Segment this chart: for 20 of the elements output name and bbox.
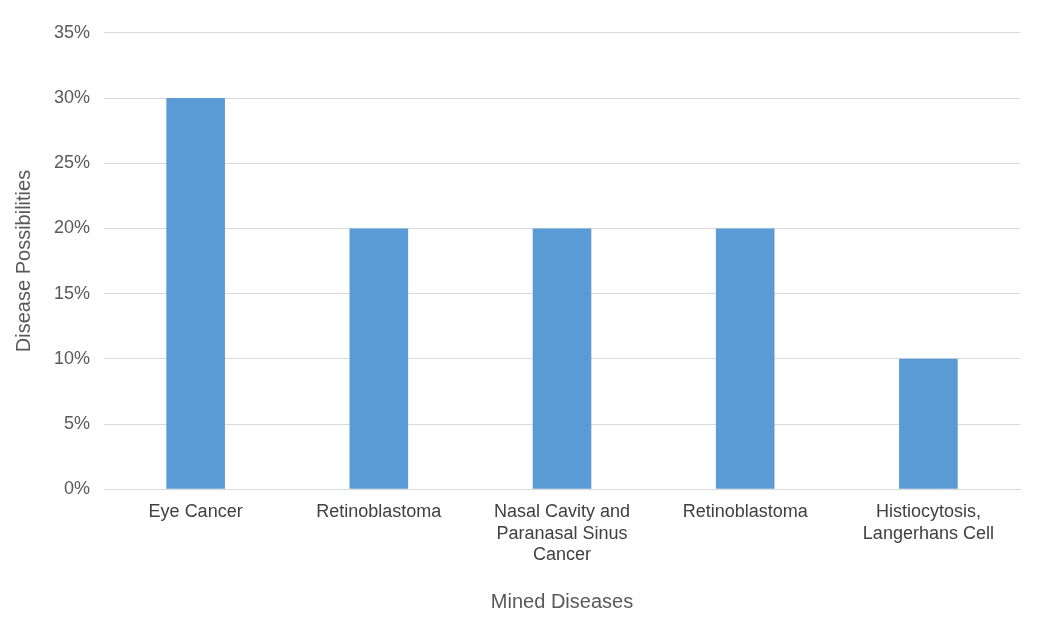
y-tick-label: 30%: [54, 86, 91, 107]
x-axis-title: Mined Diseases: [490, 589, 634, 612]
x-tick-label: Retinoblastoma: [316, 500, 443, 521]
y-tick-label: 35%: [54, 21, 91, 42]
y-tick-label: 0%: [64, 478, 91, 499]
bar: [715, 228, 775, 489]
x-tick-label: Nasal Cavity and Paranasal Sinus Cancer: [493, 500, 631, 565]
y-tick-label: 25%: [54, 152, 91, 173]
bar: [349, 228, 409, 489]
y-tick-label: 5%: [64, 412, 91, 433]
y-axis-title: Disease Possibilities: [11, 169, 34, 353]
y-tick-label: 15%: [54, 282, 91, 303]
x-tick-label: Retinoblastoma: [682, 500, 809, 521]
bar: [532, 228, 592, 489]
y-tick-label: 20%: [54, 217, 91, 238]
bar: [899, 358, 958, 489]
x-tick-label: Eye Cancer: [148, 500, 243, 521]
x-tick-label: Histiocytosis, Langerhans Cell: [862, 500, 994, 543]
y-tick-label: 10%: [54, 347, 91, 368]
bar: [166, 98, 225, 489]
